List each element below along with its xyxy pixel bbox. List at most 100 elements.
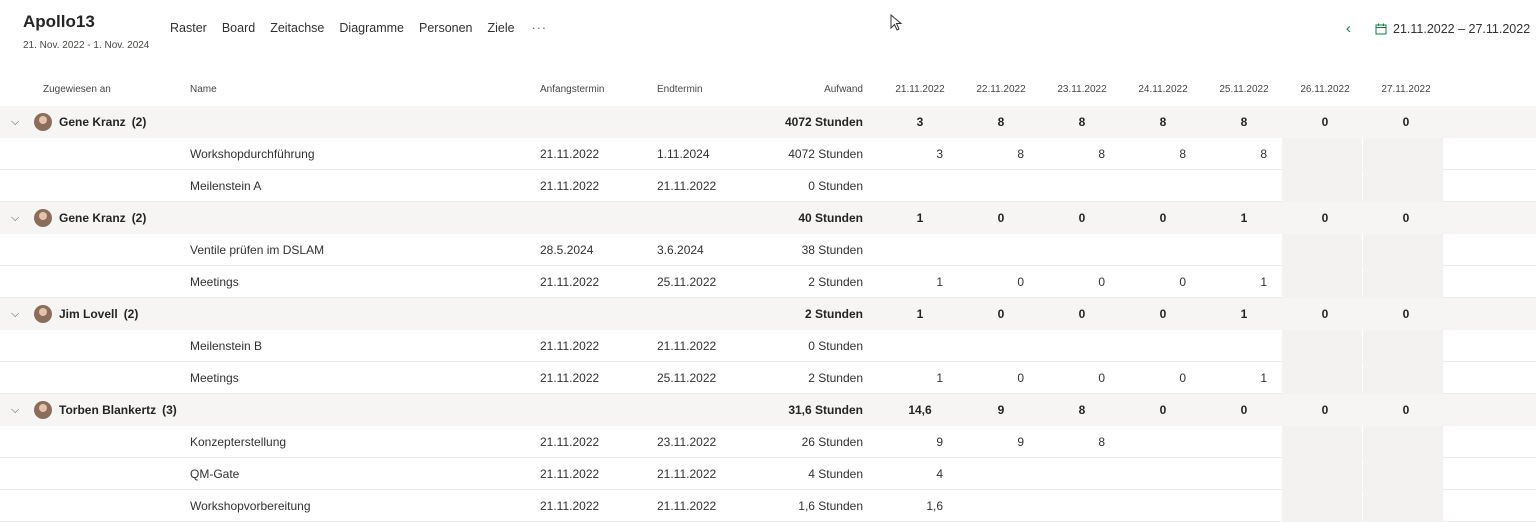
group-row[interactable]: ⌵ Gene Kranz (2) 4072 Stunden 3 8 8 8 8 0 0 — [0, 106, 1536, 138]
task-name[interactable]: QM-Gate — [190, 467, 240, 481]
task-day-value[interactable] — [1366, 138, 1429, 170]
task-end[interactable]: 3.6.2024 — [657, 243, 704, 257]
task-row[interactable]: Meilenstein A 21.11.2022 21.11.2022 0 Stund… — [0, 170, 1536, 202]
task-day-value[interactable]: 4 — [936, 467, 943, 481]
task-day-value[interactable] — [1042, 170, 1105, 202]
task-day-value[interactable]: 0 — [1017, 371, 1024, 385]
task-day-value[interactable]: 8 — [1179, 147, 1186, 161]
task-name[interactable]: Meetings — [190, 371, 239, 385]
task-name[interactable]: Konzepterstellung — [190, 435, 287, 449]
task-day-value[interactable] — [1285, 426, 1348, 458]
task-day-value[interactable] — [1285, 362, 1348, 394]
nav-raster[interactable]: Raster — [170, 21, 207, 35]
task-effort[interactable]: 4 Stunden — [808, 467, 863, 481]
task-day-value[interactable] — [1285, 170, 1348, 202]
task-day-value[interactable]: 1 — [936, 371, 943, 385]
task-day-value[interactable] — [961, 170, 1024, 202]
task-row[interactable]: Meilenstein B 21.11.2022 21.11.2022 0 Stund… — [0, 330, 1536, 362]
task-day-value[interactable] — [1204, 234, 1267, 266]
task-day-value[interactable] — [1366, 170, 1429, 202]
task-day-value[interactable] — [1285, 138, 1348, 170]
task-effort[interactable]: 0 Stunden — [808, 179, 863, 193]
task-name[interactable]: Meilenstein B — [190, 339, 263, 353]
task-end[interactable]: 21.11.2022 — [657, 499, 717, 513]
task-effort[interactable]: 0 Stunden — [808, 339, 863, 353]
task-day-value[interactable] — [880, 330, 943, 362]
task-day-value[interactable]: 1 — [1260, 275, 1267, 289]
task-day-value[interactable] — [1285, 266, 1348, 298]
chevron-left-icon[interactable]: ‹ — [1346, 20, 1351, 37]
task-day-value[interactable] — [1285, 234, 1348, 266]
col-name[interactable]: Name — [190, 84, 217, 95]
task-day-value[interactable] — [1204, 330, 1267, 362]
task-day-value[interactable]: 3 — [936, 147, 943, 161]
person-name[interactable]: Torben Blankertz — [59, 403, 157, 417]
task-day-value[interactable] — [880, 170, 943, 202]
task-day-value[interactable] — [1123, 330, 1186, 362]
task-day-value[interactable]: 8 — [1017, 147, 1024, 161]
task-start[interactable]: 21.11.2022 — [540, 435, 600, 449]
task-day-value[interactable] — [880, 234, 943, 266]
task-name[interactable]: Workshopvorbereitung — [190, 499, 311, 513]
task-day-value[interactable]: 1 — [936, 275, 943, 289]
task-row[interactable]: QM-Gate 21.11.2022 21.11.2022 4 Stunden 4 — [0, 458, 1536, 490]
task-day-value[interactable] — [1042, 458, 1105, 490]
task-day-value[interactable]: 0 — [1098, 371, 1105, 385]
task-row[interactable]: Konzepterstellung 21.11.2022 23.11.2022 26 … — [0, 426, 1536, 458]
task-day-value[interactable] — [1042, 330, 1105, 362]
calendar-icon[interactable] — [1375, 23, 1387, 35]
task-day-value[interactable] — [1366, 266, 1429, 298]
col-end[interactable]: Endtermin — [657, 84, 703, 95]
task-start[interactable]: 21.11.2022 — [540, 275, 600, 289]
task-day-value[interactable] — [1204, 170, 1267, 202]
task-effort[interactable]: 1,6 Stunden — [798, 499, 863, 513]
task-day-value[interactable] — [961, 330, 1024, 362]
task-row[interactable]: Workshopvorbereitung 21.11.2022 21.11.2022… — [0, 490, 1536, 522]
group-row[interactable]: ⌵ Gene Kranz (2) 40 Stunden 1 0 0 0 1 0 0 — [0, 202, 1536, 234]
person-name[interactable]: Gene Kranz — [59, 211, 126, 225]
date-range-label[interactable]: 21.11.2022 – 27.11.2022 — [1393, 21, 1531, 36]
chevron-down-icon[interactable]: ⌵ — [11, 116, 20, 128]
task-day-value[interactable] — [1285, 330, 1348, 362]
task-name[interactable]: Ventile prüfen im DSLAM — [190, 243, 325, 257]
task-day-value[interactable]: 1,6 — [926, 499, 943, 513]
task-day-value[interactable]: 8 — [1098, 147, 1105, 161]
task-day-value[interactable] — [1366, 458, 1429, 490]
task-end[interactable]: 21.11.2022 — [657, 179, 717, 193]
task-end[interactable]: 25.11.2022 — [657, 275, 717, 289]
nav-zeitachse[interactable]: Zeitachse — [270, 21, 325, 35]
task-effort[interactable]: 38 Stunden — [801, 243, 863, 257]
task-end[interactable]: 1.11.2024 — [657, 147, 710, 161]
task-end[interactable]: 25.11.2022 — [657, 371, 717, 385]
task-start[interactable]: 21.11.2022 — [540, 339, 600, 353]
task-day-value[interactable]: 8 — [1260, 147, 1267, 161]
task-day-value[interactable] — [1285, 458, 1348, 490]
task-effort[interactable]: 26 Stunden — [801, 435, 863, 449]
task-day-value[interactable] — [961, 234, 1024, 266]
task-day-value[interactable] — [1285, 490, 1348, 522]
task-day-value[interactable] — [1042, 490, 1105, 522]
task-day-value[interactable] — [1123, 234, 1186, 266]
nav-diagramme[interactable]: Diagramme — [339, 21, 404, 35]
task-day-value[interactable] — [1042, 234, 1105, 266]
task-day-value[interactable] — [1366, 362, 1429, 394]
task-row[interactable]: Meetings 21.11.2022 25.11.2022 2 Stunden 1 0 0… — [0, 362, 1536, 394]
task-day-value[interactable]: 0 — [1179, 275, 1186, 289]
task-end[interactable]: 21.11.2022 — [657, 467, 717, 481]
task-day-value[interactable]: 0 — [1179, 371, 1186, 385]
task-row[interactable]: Workshopdurchführung 21.11.2022 1.11.2024 4… — [0, 138, 1536, 170]
col-assigned[interactable]: Zugewiesen an — [43, 84, 111, 95]
task-effort[interactable]: 2 Stunden — [808, 275, 863, 289]
task-day-value[interactable] — [1204, 458, 1267, 490]
task-effort[interactable]: 4072 Stunden — [788, 147, 863, 161]
task-start[interactable]: 21.11.2022 — [540, 499, 600, 513]
person-name[interactable]: Jim Lovell — [59, 307, 118, 321]
task-start[interactable]: 21.11.2022 — [540, 467, 600, 481]
group-row[interactable]: ⌵ Torben Blankertz (3) 31,6 Stunden 14,6 9 8 0 0… — [0, 394, 1536, 426]
task-day-value[interactable] — [961, 458, 1024, 490]
task-day-value[interactable]: 8 — [1098, 435, 1105, 449]
task-day-value[interactable] — [1204, 426, 1267, 458]
task-name[interactable]: Meilenstein A — [190, 179, 262, 193]
chevron-down-icon[interactable]: ⌵ — [11, 212, 20, 224]
more-icon[interactable]: ··· — [531, 21, 548, 35]
